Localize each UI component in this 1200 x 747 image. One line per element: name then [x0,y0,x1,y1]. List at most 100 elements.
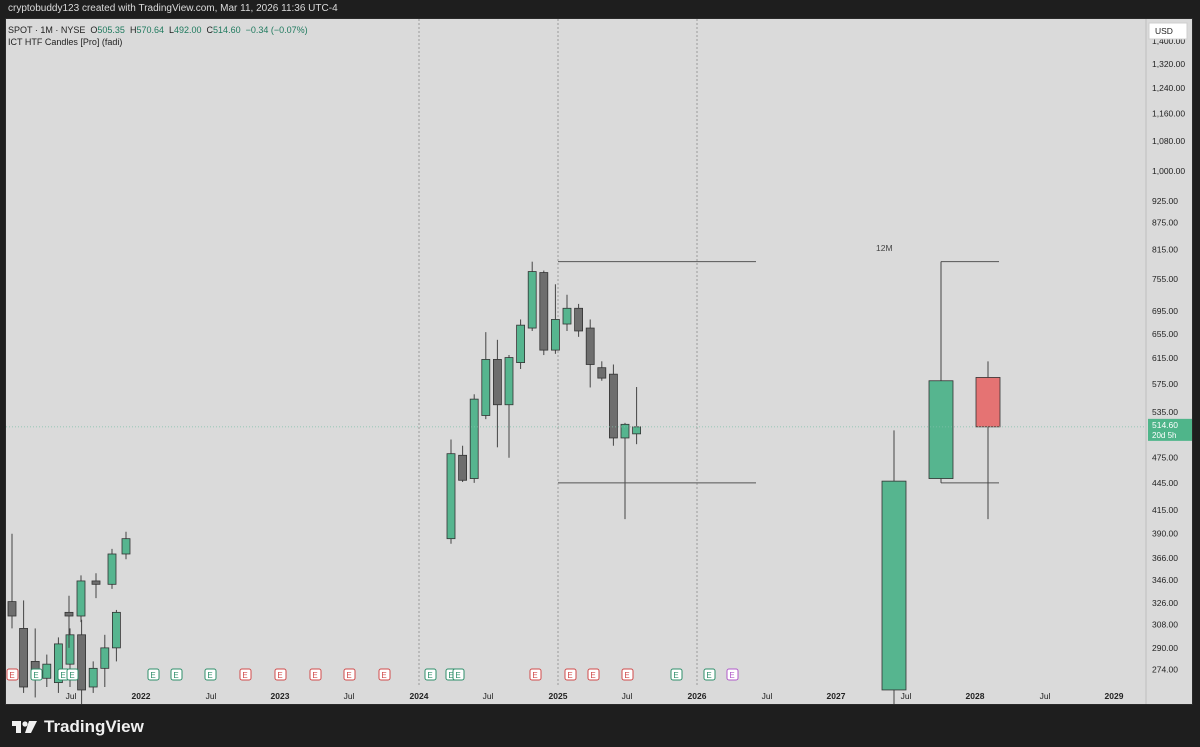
time-axis-label: 2029 [1105,691,1124,701]
candle-body[interactable] [492,359,502,406]
earnings-marker[interactable] [239,668,252,681]
change-value: −0.34 (−0.07%) [245,25,308,35]
time-axis[interactable] [6,687,1146,705]
candle-body[interactable] [107,553,117,585]
earnings-marker-label: E [567,671,572,680]
candle-body[interactable] [42,663,52,679]
chart-legend: SPOT · 1M · NYSE O505.35 H570.64 L492.00… [8,24,308,48]
high-label: H [129,25,137,35]
earnings-marker-label: E [455,671,460,680]
earnings-marker[interactable] [274,668,287,681]
candle-body[interactable] [19,628,29,688]
time-axis-label: 2025 [549,691,568,701]
candle-body[interactable] [458,454,468,481]
earnings-marker-label: E [207,671,212,680]
earnings-marker[interactable] [170,668,183,681]
earnings-marker[interactable] [343,668,356,681]
earnings-marker[interactable] [147,668,160,681]
candle-body[interactable] [7,601,17,617]
earnings-marker[interactable] [564,668,577,681]
candle-body[interactable] [620,423,630,439]
time-axis-label: 2028 [966,691,985,701]
price-tick-label: 366.00 [1152,553,1178,563]
price-tick-label: 815.00 [1152,245,1178,255]
symbol-label[interactable]: SPOT · 1M · NYSE [8,25,86,35]
earnings-marker-label: E [173,671,178,680]
htf-candle-body[interactable] [928,380,954,479]
earnings-marker-label: E [624,671,629,680]
candle-body[interactable] [481,359,491,416]
price-tick-label: 326.00 [1152,598,1178,608]
candle-body[interactable] [551,319,560,351]
candle-body[interactable] [446,453,456,540]
candle-body[interactable] [516,324,526,363]
earnings-marker[interactable] [703,668,716,681]
candle-body[interactable] [121,538,131,555]
time-axis-label: 2026 [688,691,707,701]
time-axis-label: Jul [344,691,355,701]
candle-body[interactable] [77,634,86,691]
price-tick-label: 925.00 [1152,196,1178,206]
earnings-marker-label: E [277,671,282,680]
earnings-marker[interactable] [670,668,683,681]
price-tick-label: 290.00 [1152,643,1178,653]
htf-timeframe-label: 12M [876,243,893,253]
ohlc-row: SPOT · 1M · NYSE O505.35 H570.64 L492.00… [8,24,308,36]
candle-body[interactable] [65,634,75,665]
earnings-marker[interactable] [66,668,79,681]
candle-body[interactable] [539,272,549,351]
candle-body[interactable] [54,643,63,684]
earnings-marker-label: E [532,671,537,680]
earnings-marker[interactable] [726,668,739,681]
candle-body[interactable] [597,367,607,379]
price-tick-label: 655.00 [1152,329,1178,339]
candle-body[interactable] [504,357,514,406]
earnings-marker[interactable] [587,668,600,681]
earnings-marker[interactable] [309,668,322,681]
earnings-marker[interactable] [452,668,465,681]
earnings-marker[interactable] [529,668,542,681]
earnings-marker[interactable] [378,668,391,681]
candle-body[interactable] [527,271,537,329]
earnings-marker[interactable] [204,668,217,681]
candle-body[interactable] [100,647,110,669]
earnings-marker-label: E [448,671,453,680]
price-tick-label: 755.00 [1152,274,1178,284]
price-axis[interactable] [1146,19,1193,705]
open-value: 505.35 [97,25,125,35]
candle-body[interactable] [574,307,583,332]
time-axis-label: 2024 [410,691,429,701]
earnings-marker-label: E [346,671,351,680]
earnings-marker[interactable] [424,668,437,681]
currency-label[interactable]: USD [1155,26,1173,36]
candle-body[interactable] [585,327,595,365]
earnings-marker[interactable] [30,668,43,681]
time-axis-label: 2027 [827,691,846,701]
earnings-marker-label: E [706,671,711,680]
indicator-label[interactable]: ICT HTF Candles [Pro] (fadi) [8,37,123,47]
time-axis-label: Jul [1040,691,1051,701]
htf-candle-body[interactable] [881,480,907,691]
candle-body[interactable] [76,580,86,617]
earnings-marker[interactable] [621,668,634,681]
earnings-marker-label: E [69,671,74,680]
candle-body[interactable] [64,611,74,617]
time-axis-label: Jul [901,691,912,701]
candle-body[interactable] [469,398,479,479]
htf-candle-body[interactable] [975,377,1001,428]
time-axis-label: Jul [762,691,773,701]
candle-body[interactable] [88,667,98,688]
candle-body[interactable] [112,611,121,649]
chart-pane[interactable]: 1,400.00 1,320.00 1,240.00 1,160.00 1,080.00… [5,18,1193,705]
candle-body[interactable] [562,307,572,325]
countdown-label: 20d 5h [1152,431,1176,440]
price-tick-label: 615.00 [1152,353,1178,363]
earnings-marker[interactable] [6,668,19,681]
candle-body[interactable] [609,373,618,439]
close-label: C [206,25,214,35]
candle-body[interactable] [632,426,641,435]
currency-box[interactable] [1148,22,1188,40]
candle-body[interactable] [91,580,101,585]
price-chart[interactable]: 1,400.00 1,320.00 1,240.00 1,160.00 1,080.00… [6,19,1193,705]
plot-area[interactable] [6,19,1146,687]
